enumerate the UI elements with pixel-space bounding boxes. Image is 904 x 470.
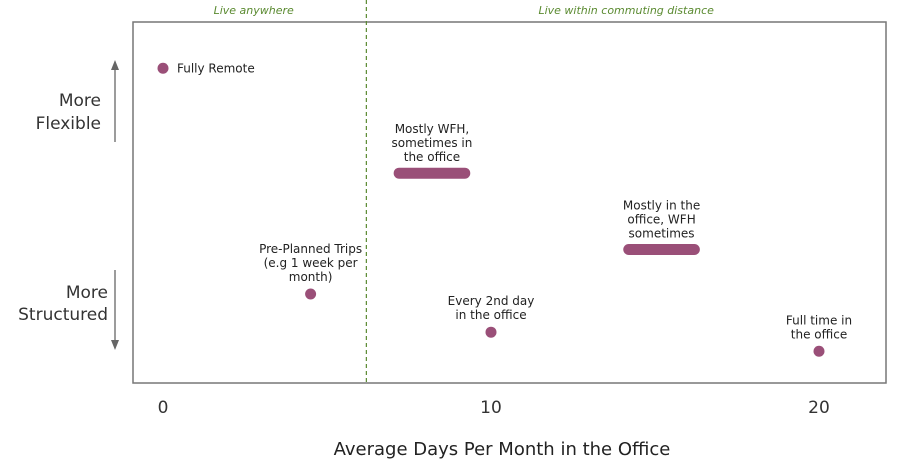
- arrow-up-icon: [111, 60, 119, 70]
- point-mark-3: [305, 288, 317, 300]
- point-mark-4: [485, 326, 497, 338]
- point-label-1-line-0: Mostly WFH,: [395, 122, 470, 136]
- point-mark-0: [157, 62, 169, 74]
- plot-frame: [132, 21, 887, 384]
- x-tick-label-2: 20: [808, 398, 830, 418]
- point-label-2-line-1: office, WFH: [627, 213, 695, 227]
- point-label-2-line-2: sometimes: [629, 227, 695, 241]
- x-tick-label-0: 0: [158, 398, 169, 418]
- point-label-1-line-2: the office: [404, 150, 460, 164]
- point-label-5-line-1: the office: [791, 327, 847, 341]
- zone-label-1: Live within commuting distance: [538, 4, 714, 17]
- point-label-4-line-1: in the office: [455, 308, 526, 322]
- y-label-bottom-line-0: More: [66, 283, 108, 303]
- point-label-0: Fully Remote: [177, 61, 255, 75]
- y-label-top-line-1: Flexible: [36, 114, 101, 134]
- x-tick-labels: 0 10 20: [158, 398, 830, 418]
- point-label-5-line-0: Full time in: [786, 313, 852, 327]
- zone-labels: Live anywhere Live within commuting dista…: [214, 4, 715, 17]
- y-arrows: [111, 60, 119, 350]
- point-mark-5: [813, 345, 825, 357]
- x-tick-label-1: 10: [480, 398, 502, 418]
- arrow-down-icon: [111, 340, 119, 350]
- point-label-2-line-0: Mostly in the: [623, 199, 700, 213]
- point-label-3-line-1: (e.g 1 week per: [264, 256, 358, 270]
- point-label-3-line-2: month): [289, 270, 333, 284]
- y-label-top-line-0: More: [59, 91, 101, 111]
- point-label-4-line-0: Every 2nd day: [448, 294, 535, 308]
- x-axis-title: Average Days Per Month in the Office: [334, 439, 671, 460]
- point-label-1-line-1: sometimes in: [392, 136, 473, 150]
- y-label-bottom-line-1: Structured: [18, 305, 108, 325]
- zone-label-0: Live anywhere: [214, 4, 294, 17]
- point-label-3-line-0: Pre-Planned Trips: [259, 242, 362, 256]
